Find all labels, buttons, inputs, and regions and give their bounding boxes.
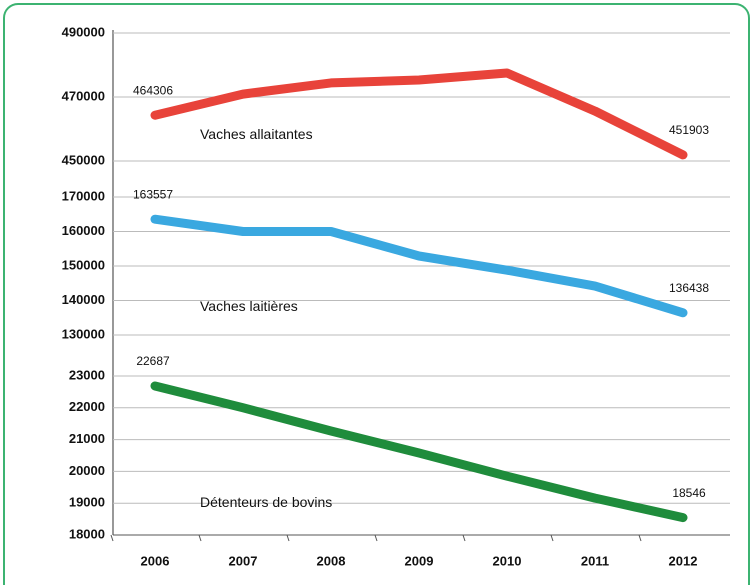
data-label: 163557 bbox=[133, 187, 173, 201]
y-tick-label: 470000 bbox=[62, 88, 105, 103]
x-tick bbox=[550, 534, 554, 542]
y-tick-label: 450000 bbox=[62, 152, 105, 167]
y-tick-label: 22000 bbox=[69, 399, 105, 414]
x-tick-label: 2007 bbox=[229, 553, 258, 568]
x-tick bbox=[462, 534, 466, 542]
y-tick-label: 130000 bbox=[62, 326, 105, 341]
series-name: Vaches allaitantes bbox=[200, 126, 313, 142]
x-tick bbox=[198, 534, 202, 542]
x-tick bbox=[374, 534, 378, 542]
line bbox=[150, 381, 688, 523]
line bbox=[150, 68, 688, 160]
data-label: 18546 bbox=[672, 486, 706, 500]
x-tick bbox=[638, 534, 642, 542]
x-tick bbox=[286, 534, 290, 542]
series-name: Vaches laitières bbox=[200, 298, 298, 314]
x-tick-label: 2011 bbox=[581, 553, 609, 568]
y-tick-label: 21000 bbox=[69, 431, 105, 446]
y-tick-label: 490000 bbox=[62, 24, 105, 39]
y-tick-label: 20000 bbox=[69, 463, 105, 478]
line bbox=[150, 214, 688, 318]
data-label: 464306 bbox=[133, 83, 173, 97]
series-name: Détenteurs de bovins bbox=[200, 494, 332, 510]
y-tick-label: 150000 bbox=[62, 257, 105, 272]
y-tick-label: 160000 bbox=[62, 223, 105, 238]
y-tick-label: 18000 bbox=[69, 526, 105, 541]
x-tick-label: 2008 bbox=[317, 553, 346, 568]
data-label: 451903 bbox=[669, 123, 709, 137]
x-tick-label: 2012 bbox=[669, 553, 698, 568]
y-tick-label: 170000 bbox=[62, 188, 105, 203]
x-tick-label: 2006 bbox=[141, 553, 170, 568]
y-tick-label: 19000 bbox=[69, 495, 105, 510]
x-tick-label: 2010 bbox=[493, 553, 522, 568]
data-label: 136438 bbox=[669, 281, 709, 295]
y-tick-label: 23000 bbox=[69, 367, 105, 382]
data-label: 22687 bbox=[136, 354, 170, 368]
y-tick-label: 140000 bbox=[62, 292, 105, 307]
x-tick-label: 2009 bbox=[405, 553, 434, 568]
x-tick bbox=[110, 534, 114, 542]
